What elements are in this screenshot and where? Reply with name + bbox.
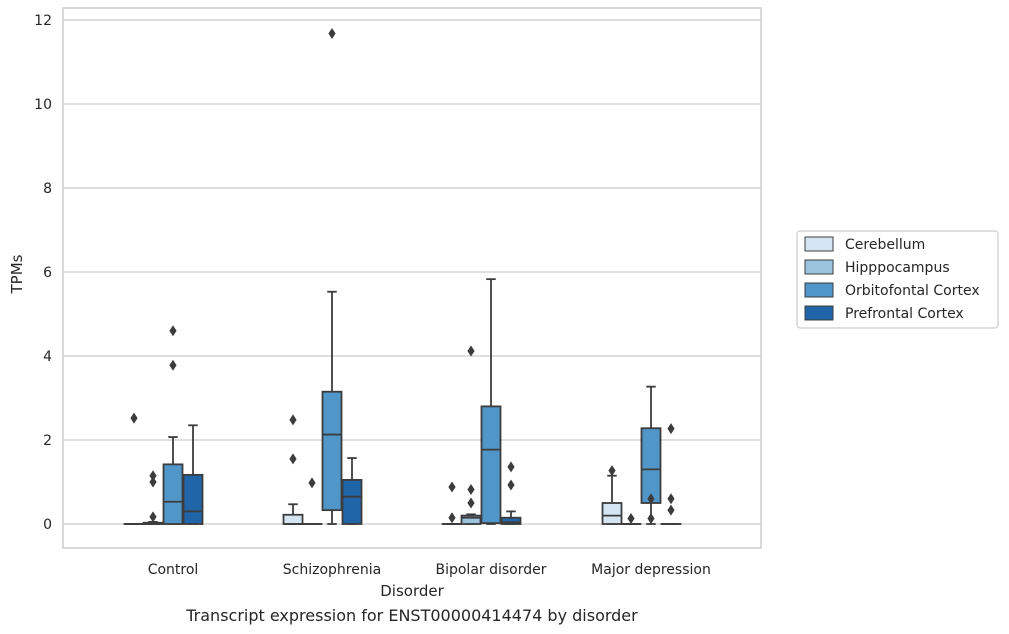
y-tick-label: 10	[34, 97, 52, 113]
outlier-point	[667, 504, 675, 516]
outlier-point	[667, 423, 675, 435]
x-tick-label: Control	[148, 562, 199, 578]
box-iqr	[162, 463, 184, 525]
box-iqr	[460, 514, 482, 525]
outlier-point	[169, 325, 177, 337]
box-group	[460, 345, 482, 525]
box-iqr	[341, 478, 363, 525]
box-group	[162, 325, 184, 525]
y-tick-label: 8	[43, 181, 52, 197]
y-tick-label: 6	[43, 265, 52, 281]
outlier-point	[507, 479, 515, 491]
y-axis-label: TPMs	[8, 254, 26, 294]
legend-swatch	[804, 282, 834, 298]
box-iqr	[182, 473, 204, 525]
x-tick-label: Major depression	[591, 562, 711, 578]
legend-label: Cerebellum	[845, 237, 925, 253]
outlier-point	[149, 476, 157, 488]
y-tick-label: 2	[43, 433, 52, 449]
legend-swatch	[804, 259, 834, 275]
y-tick-labels: 0 2 4 6 8 10 12	[34, 13, 52, 533]
outlier-point	[608, 465, 616, 477]
outlier-point	[467, 497, 475, 509]
box-iqr	[480, 405, 502, 525]
box-iqr	[601, 502, 623, 525]
box-layer	[123, 27, 682, 525]
outlier-point	[169, 359, 177, 371]
outlier-point	[328, 27, 336, 39]
x-tick-label: Schizophrenia	[283, 562, 381, 578]
outlier-point	[130, 412, 138, 424]
legend-swatch	[804, 236, 834, 252]
outlier-point	[647, 493, 655, 505]
box-group	[321, 27, 343, 525]
x-axis-label: Disorder	[380, 582, 444, 600]
box-group	[282, 414, 304, 525]
y-tick-label: 4	[43, 349, 52, 365]
box-iqr	[282, 513, 304, 525]
legend-swatch	[804, 305, 834, 321]
outlier-point	[627, 513, 635, 525]
grid-layer	[63, 19, 761, 525]
outlier-point	[667, 493, 675, 505]
box-iqr	[500, 516, 522, 525]
box-group	[142, 470, 164, 525]
legend-label: Prefrontal Cortex	[845, 306, 964, 322]
box-group	[123, 412, 145, 525]
outlier-point	[149, 470, 157, 482]
box-group	[640, 385, 662, 525]
box-group	[620, 513, 642, 525]
box-group	[341, 457, 363, 525]
outlier-point	[467, 484, 475, 496]
outlier-point	[289, 453, 297, 465]
outlier-point	[149, 511, 157, 523]
outlier-point	[647, 513, 655, 525]
outlier-point	[448, 481, 456, 493]
box-group	[660, 423, 682, 525]
axes-border	[62, 7, 762, 549]
outlier-point	[308, 477, 316, 489]
outlier-point	[507, 461, 515, 473]
legend-label: Hipppocampus	[845, 260, 950, 276]
y-tick-label: 0	[43, 517, 52, 533]
legend: Cerebellum Hipppocampus Orbitofontal Corte…	[796, 230, 999, 329]
x-tick-labels: Control Schizophrenia Bipolar disorder Majo…	[148, 562, 711, 578]
outlier-point	[448, 512, 456, 524]
box-iqr	[640, 427, 662, 504]
box-group	[601, 465, 623, 525]
legend-frame	[796, 230, 999, 329]
box-group	[301, 477, 323, 525]
outlier-point	[467, 345, 475, 357]
box-group	[500, 461, 522, 525]
legend-label: Orbitofontal Cortex	[845, 283, 980, 299]
box-group	[441, 481, 463, 525]
x-tick-label: Bipolar disorder	[435, 562, 546, 578]
axes-frame	[62, 7, 762, 549]
box-iqr	[321, 390, 343, 512]
figure-caption: Transcript expression for ENST0000041447…	[186, 606, 638, 625]
box-group	[182, 424, 204, 525]
box-group	[480, 278, 502, 525]
outlier-point	[289, 414, 297, 426]
y-tick-label: 12	[34, 13, 52, 29]
